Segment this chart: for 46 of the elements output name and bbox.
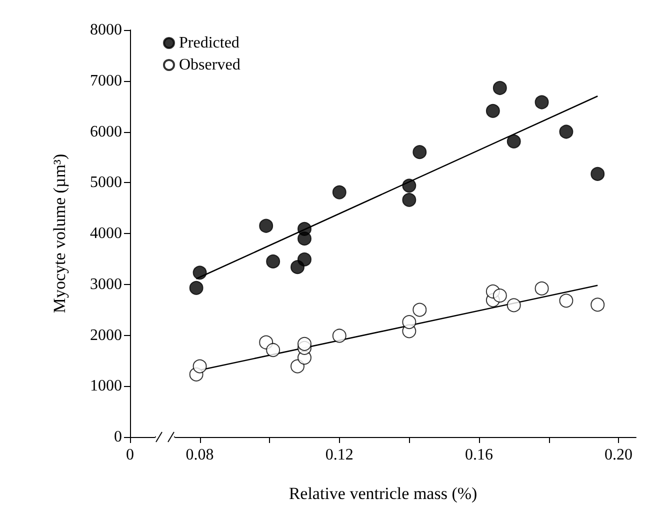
y-tick-label: 7000 xyxy=(90,72,122,90)
y-tick-label: 2000 xyxy=(90,326,122,344)
point xyxy=(486,104,500,118)
point xyxy=(534,95,549,110)
point xyxy=(266,343,280,357)
x-tick-label: 0.08 xyxy=(186,446,214,464)
point xyxy=(192,359,207,374)
point xyxy=(492,288,507,303)
x-tick-label: 0.12 xyxy=(325,446,354,464)
point xyxy=(290,359,305,374)
legend-label: Predicted xyxy=(179,34,240,52)
legend-label: Observed xyxy=(179,56,240,74)
x-axis-title: Relative ventricle mass (%) xyxy=(288,484,478,503)
point xyxy=(412,145,427,160)
point xyxy=(534,281,549,296)
point xyxy=(189,280,204,295)
point xyxy=(559,124,574,139)
y-tick-label: 8000 xyxy=(90,22,122,38)
point xyxy=(506,298,521,312)
point xyxy=(297,336,312,351)
point xyxy=(297,222,312,236)
y-tick-label: 1000 xyxy=(90,378,122,395)
point xyxy=(402,192,416,207)
point xyxy=(492,81,507,95)
point xyxy=(332,185,346,200)
point xyxy=(192,266,207,280)
point xyxy=(259,218,274,233)
y-tick-label: 0 xyxy=(114,428,122,446)
y-tick-label: 5000 xyxy=(90,174,122,192)
y-tick-label: 3000 xyxy=(90,276,122,293)
y-tick-label: 4000 xyxy=(90,225,122,242)
point xyxy=(402,315,416,330)
point xyxy=(506,134,521,148)
point xyxy=(559,294,574,308)
x-tick-label: 0 xyxy=(126,446,134,464)
point xyxy=(332,328,346,343)
point xyxy=(590,298,605,312)
point xyxy=(266,254,280,268)
x-tick-label: 0.16 xyxy=(464,446,493,464)
x-tick-label: 0.20 xyxy=(604,446,633,464)
point xyxy=(402,178,416,193)
point xyxy=(412,302,427,317)
point xyxy=(297,252,312,266)
y-tick-label: 6000 xyxy=(90,123,122,140)
y-axis-title: Myocyte volume (µm³) xyxy=(50,154,69,314)
point xyxy=(590,166,605,181)
